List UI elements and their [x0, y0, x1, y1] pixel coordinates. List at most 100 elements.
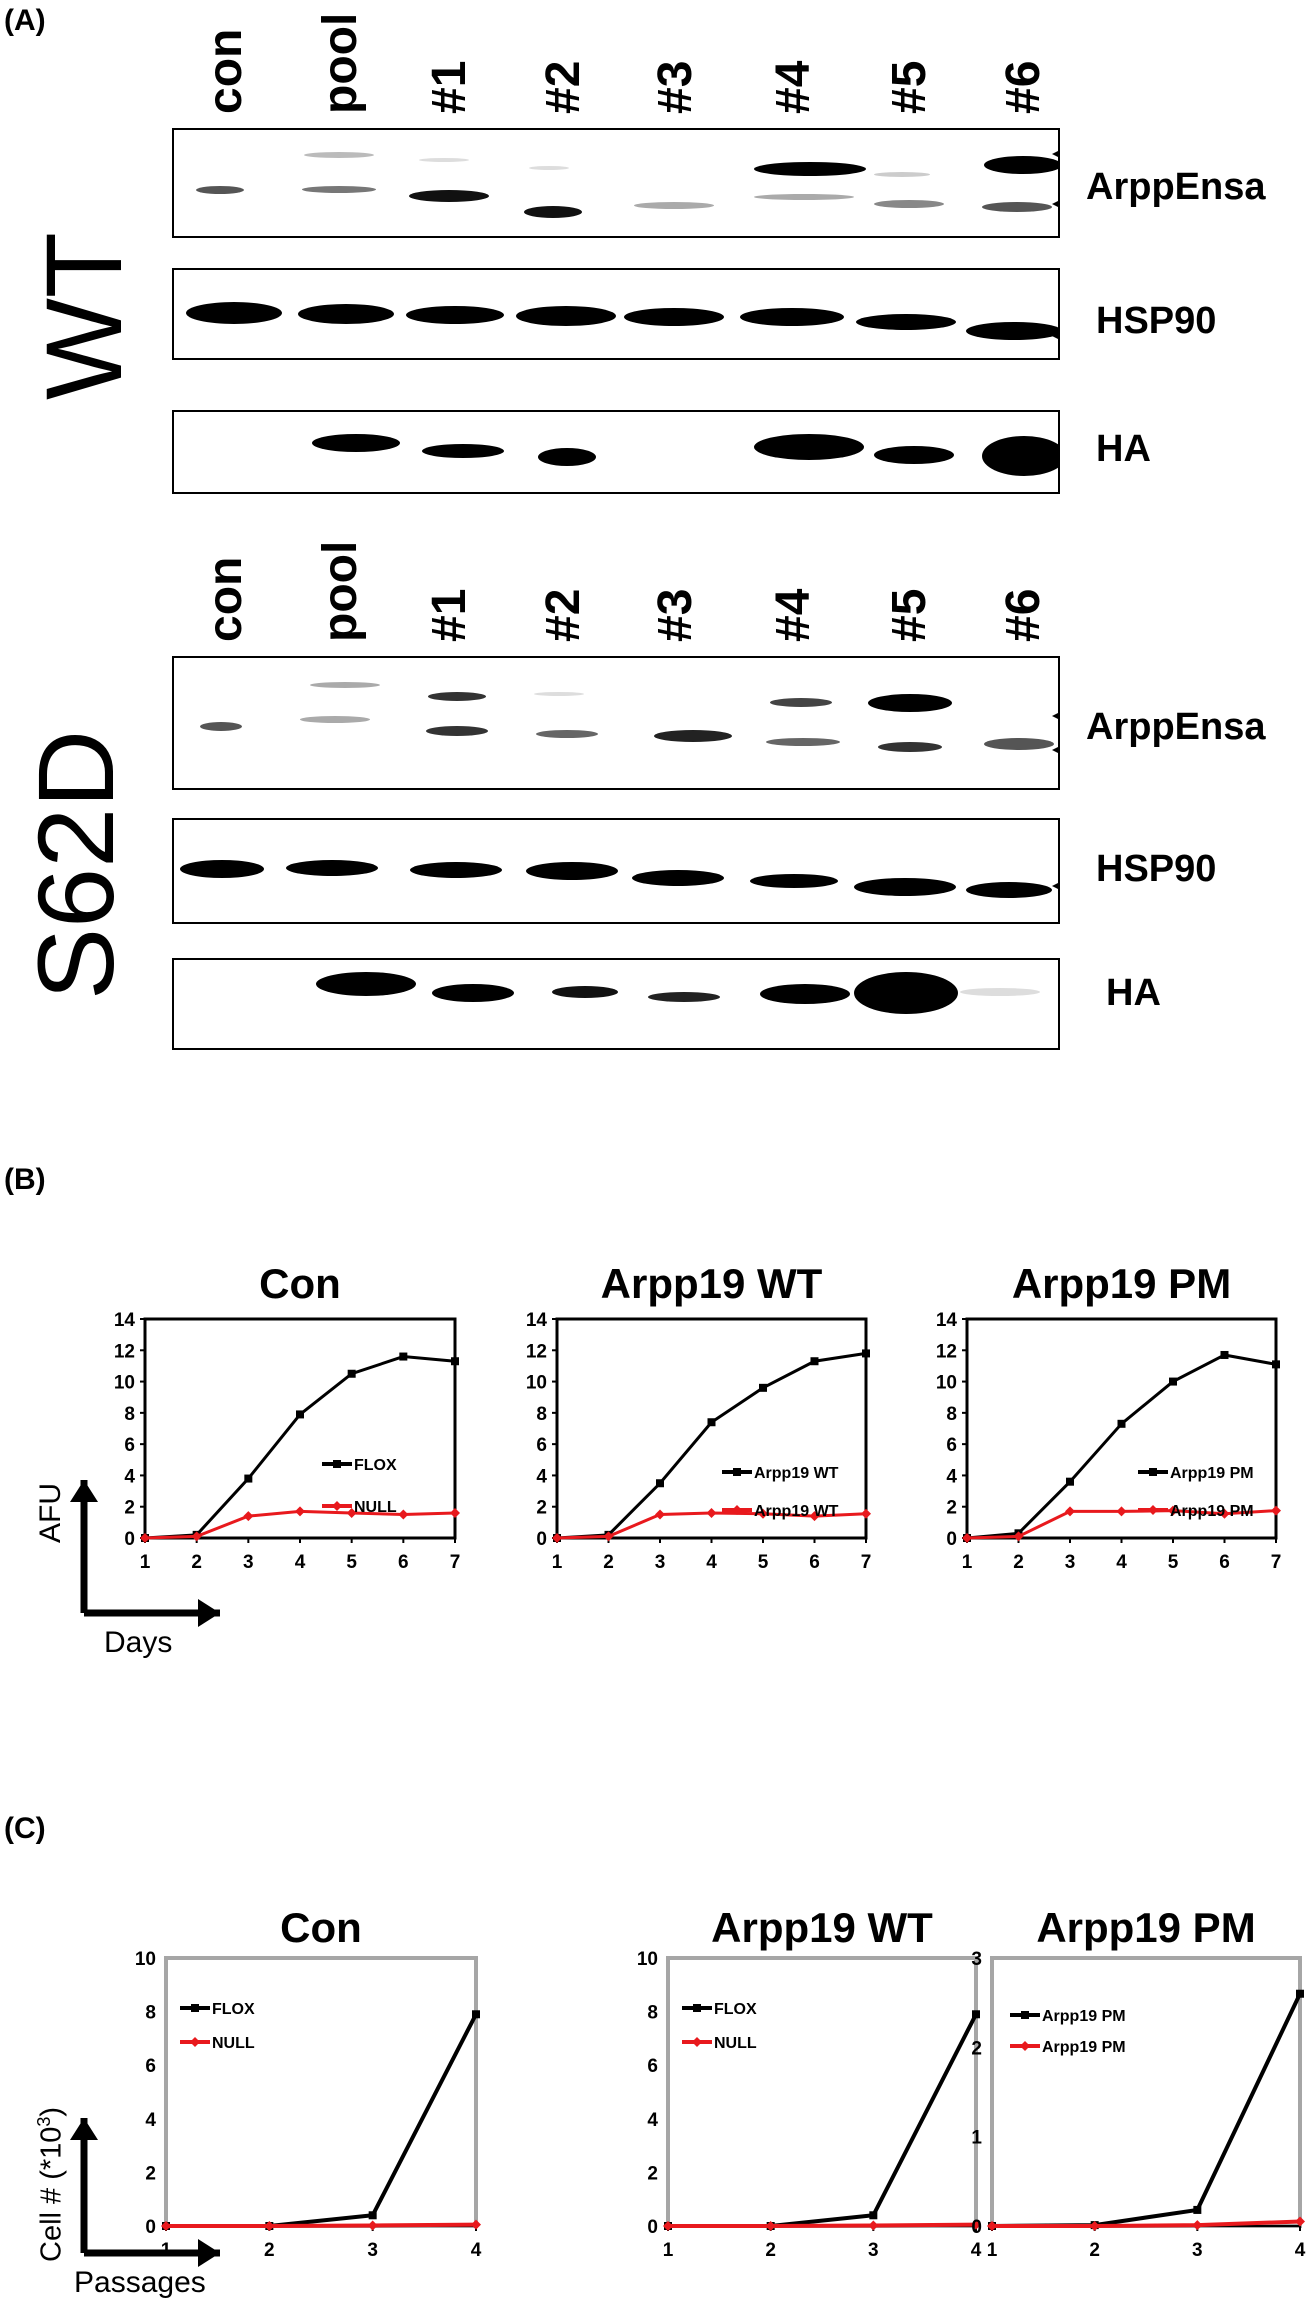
data-point: [765, 2221, 776, 2231]
data-point: [810, 1357, 819, 1366]
x-tick-label: 1: [552, 1552, 563, 1573]
plot-frame: [143, 1317, 457, 1540]
x-tick-label: 4: [1295, 2240, 1306, 2261]
y-tick-label: 14: [936, 1310, 958, 1331]
x-tick-label: 5: [758, 1552, 769, 1573]
data-point: [347, 1369, 356, 1378]
y-tick-label: 6: [536, 1435, 547, 1456]
band-marker: [1052, 746, 1060, 754]
days-axis-label: Days: [104, 1626, 173, 1659]
x-tick-label: 3: [1192, 2240, 1203, 2261]
y-tick-label: 8: [647, 2003, 658, 2024]
y-tick-label: 0: [971, 2217, 982, 2238]
x-tick-label: 3: [243, 1552, 254, 1573]
blot-arppensa-wt: [172, 128, 1060, 238]
y-tick-label: 6: [145, 2056, 156, 2077]
data-point: [869, 2211, 878, 2220]
x-tick-label: 3: [655, 1552, 666, 1573]
y-tick-label: 10: [936, 1373, 957, 1394]
y-tick-label: 2: [971, 2038, 982, 2059]
legend-label: NULL: [212, 2035, 255, 2052]
data-point: [1219, 1508, 1230, 1519]
x-tick-label: 7: [1271, 1552, 1282, 1573]
data-point: [1272, 1360, 1280, 1369]
data-point: [1271, 1505, 1281, 1516]
data-point: [244, 1474, 253, 1483]
y-tick-label: 12: [526, 1341, 547, 1362]
legend-marker: [733, 1468, 741, 1476]
data-point: [1089, 2221, 1100, 2231]
x-tick-label: 7: [450, 1552, 461, 1573]
series-line: [166, 2222, 477, 2228]
legend-label: Arpp19 PM: [1042, 2039, 1126, 2056]
x-tick-label: 2: [765, 2240, 776, 2261]
data-point: [962, 1533, 972, 1543]
chart-title: Con: [280, 1904, 362, 1951]
passages-axis-label: Passages: [74, 2266, 206, 2299]
y-tick-label: 2: [145, 2163, 156, 2184]
chart-title: Arpp19 PM: [1036, 1904, 1255, 1951]
data-point: [161, 2221, 171, 2231]
plot-frame: [164, 1956, 478, 2228]
data-point: [451, 1357, 459, 1366]
x-tick-label: 4: [295, 1552, 306, 1573]
y-tick-label: 10: [526, 1373, 547, 1394]
legend-label: FLOX: [212, 2001, 255, 2018]
axis-arrowhead: [198, 1599, 220, 1627]
legend-label: Arpp19 PM: [1170, 1503, 1254, 1520]
blot-ha-s62d: [172, 958, 1060, 1050]
legend-label: NULL: [714, 2035, 757, 2052]
blot-hsp90-s62d: [172, 818, 1060, 924]
label-hsp90-wt: HSP90: [1096, 300, 1217, 342]
y-tick-label: 4: [145, 2110, 156, 2131]
data-point: [140, 1533, 150, 1543]
data-point: [1220, 1350, 1229, 1359]
chart-title: Arpp19 WT: [711, 1904, 933, 1951]
series-line: [992, 2219, 1301, 2228]
y-tick-label: 2: [647, 2163, 658, 2184]
chart-title: Arpp19 WT: [601, 1260, 823, 1307]
x-tick-label: 4: [971, 2240, 982, 2261]
y-tick-label: 0: [145, 2217, 156, 2238]
data-point: [295, 1506, 305, 1517]
data-point: [1296, 1989, 1304, 1998]
y-tick-label: 2: [946, 1498, 957, 1519]
data-point: [243, 1511, 254, 1522]
data-point: [1193, 2205, 1202, 2214]
legend-label: FLOX: [354, 1457, 397, 1474]
panel-label-c: (C): [4, 1812, 46, 1845]
x-tick-label: 2: [264, 2240, 275, 2261]
y-tick-label: 4: [647, 2110, 658, 2131]
data-point: [1013, 1531, 1024, 1542]
data-point: [472, 2010, 480, 2019]
data-point: [191, 1531, 202, 1542]
legend-marker: [332, 1501, 342, 1511]
x-tick-label: 2: [1013, 1552, 1024, 1573]
y-tick-label: 0: [124, 1529, 135, 1550]
legend-label: Arpp19 PM: [1170, 1465, 1254, 1482]
label-hsp90-s62d: HSP90: [1096, 848, 1217, 890]
data-point: [398, 1509, 409, 1520]
y-tick-label: 10: [637, 1949, 658, 1970]
cell-count-axis-label: Cell # (*103): [34, 2106, 68, 2262]
x-tick-label: 1: [140, 1552, 151, 1573]
x-tick-label: 5: [1168, 1552, 1179, 1573]
data-point: [450, 1507, 460, 1518]
blot-arppensa-s62d: [172, 656, 1060, 790]
data-point: [552, 1533, 562, 1543]
data-point: [1065, 1506, 1075, 1517]
legend-marker: [1021, 2011, 1029, 2019]
data-point: [1295, 2216, 1305, 2227]
data-point: [971, 2219, 981, 2230]
data-point: [1116, 1506, 1127, 1517]
data-point: [663, 2221, 673, 2231]
x-tick-label: 6: [809, 1552, 820, 1573]
afu-axis-label: AFU: [34, 1483, 67, 1543]
legend-label: Arpp19 PM: [1042, 2008, 1126, 2025]
x-tick-label: 1: [962, 1552, 973, 1573]
panel-label-a: (A): [4, 4, 46, 37]
legend-label: Arpp19 WT: [754, 1503, 839, 1520]
legend-marker: [1020, 2041, 1030, 2051]
data-point: [471, 2219, 481, 2230]
